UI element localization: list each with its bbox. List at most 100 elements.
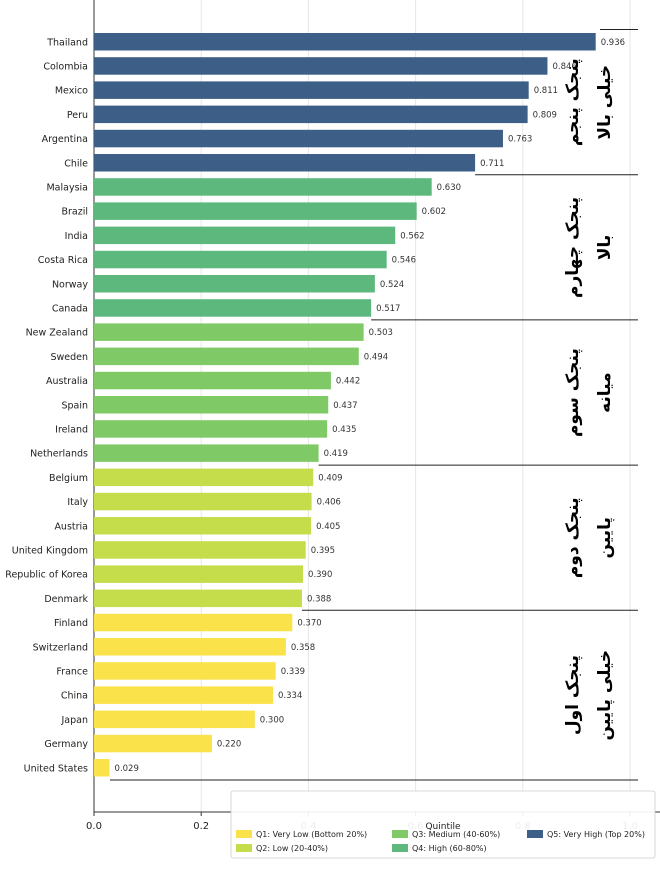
bar [94, 444, 319, 462]
quintile-annotation-line: پنجک سوم [563, 348, 583, 437]
category-label: Chile [64, 158, 88, 169]
value-label: 0.546 [392, 256, 416, 266]
category-label: Thailand [46, 37, 88, 48]
category-label: Canada [52, 303, 88, 314]
value-label: 0.405 [316, 522, 340, 532]
value-label: 0.334 [278, 691, 302, 701]
legend-box [230, 790, 656, 859]
quintile-annotation-line: پنجک دوم [563, 498, 583, 579]
bar [94, 250, 387, 269]
category-label: Australia [46, 376, 88, 387]
category-label: Spain [61, 400, 88, 411]
value-label: 0.936 [601, 38, 625, 48]
category-label: Germany [44, 739, 88, 750]
bar [94, 202, 417, 220]
quintile-annotations: پنجک پنجم خیلی بالا پنجک چهارم بالا پنجک سوم… [563, 58, 615, 740]
category-label: Brazil [61, 207, 88, 218]
value-label: 0.811 [534, 86, 558, 96]
value-label: 0.370 [297, 619, 321, 629]
bar [94, 613, 293, 632]
bar [94, 57, 548, 75]
value-label: 0.494 [364, 352, 388, 362]
legend-entry-label: Q2: Low (20-40%) [256, 844, 328, 853]
bar [94, 710, 255, 729]
bar [94, 323, 364, 341]
value-label: 0.409 [318, 473, 342, 483]
quintile-annotation-line: خیلی پایین [595, 650, 615, 741]
category-label: Austria [54, 521, 88, 532]
legend-swatch [236, 830, 252, 838]
bar [94, 129, 503, 148]
bar [94, 299, 372, 317]
value-label: 0.300 [260, 715, 284, 725]
quintile-annotation-line: پنجک چهارم [563, 197, 583, 298]
value-label: 0.562 [400, 231, 424, 241]
bar [94, 686, 274, 704]
bar [94, 371, 331, 390]
legend-swatch [236, 844, 252, 852]
bar [94, 589, 302, 608]
bar [94, 81, 529, 99]
value-label: 0.630 [437, 183, 461, 193]
bar [94, 420, 328, 438]
legend-swatch [392, 844, 408, 852]
quintile-annotation-line: میانه [595, 372, 615, 413]
quintile-annotation-line: خیلی بالا [595, 65, 615, 140]
category-label: Norway [52, 279, 88, 290]
value-label: 0.435 [332, 425, 356, 435]
category-label: Japan [61, 715, 89, 726]
category-label: Sweden [50, 352, 88, 363]
legend: Quintile Q1: Very Low (Bottom 20%) Q2: Lo… [230, 790, 656, 859]
bar [94, 226, 396, 245]
quintile-annotation-line: پنجک اول [563, 655, 583, 735]
bar [94, 492, 312, 511]
category-label: Colombia [43, 61, 88, 72]
legend-entry-label: Q4: High (60-80%) [412, 844, 487, 853]
category-label: New Zealand [26, 328, 88, 339]
value-label: 0.339 [281, 667, 305, 677]
bar [94, 178, 432, 196]
bar [94, 734, 212, 753]
category-label: India [65, 231, 88, 242]
bar [94, 759, 110, 777]
bar [94, 33, 596, 51]
value-label: 0.406 [317, 498, 341, 508]
bar [94, 638, 286, 656]
value-label: 0.220 [217, 740, 241, 750]
value-label: 0.358 [291, 643, 315, 653]
value-label: 0.390 [308, 570, 332, 580]
value-label: 0.395 [311, 546, 335, 556]
quintile-dividers [110, 29, 638, 781]
category-label: Netherlands [30, 449, 88, 460]
value-label: 0.846 [552, 62, 576, 72]
value-label: 0.442 [336, 377, 360, 387]
category-label: Malaysia [46, 182, 88, 193]
category-label: Peru [67, 110, 88, 121]
bar [94, 154, 476, 172]
value-label: 0.388 [307, 594, 331, 604]
value-label: 0.602 [422, 207, 446, 217]
x-tick-label: 0.2 [193, 821, 209, 832]
value-label: 0.517 [376, 304, 400, 314]
category-labels: Thailand Colombia Mexico Peru Argentina Chile… [5, 37, 88, 774]
category-label: Belgium [49, 473, 88, 484]
bar [94, 541, 306, 559]
category-label: France [56, 666, 88, 677]
value-label: 0.711 [480, 159, 504, 169]
category-label: United Kingdom [12, 545, 88, 556]
x-tick-label: 0.0 [86, 821, 102, 832]
bar [94, 517, 312, 535]
bar [94, 396, 329, 414]
category-label: Switzerland [33, 642, 88, 653]
category-label: Italy [67, 497, 88, 508]
bar [94, 275, 375, 293]
bar [94, 347, 359, 366]
legend-entry-label: Q5: Very High (Top 20%) [547, 830, 645, 839]
quintile-annotation-line: پنجک پنجم [563, 58, 583, 146]
value-label: 0.763 [508, 135, 532, 145]
value-label: 0.029 [115, 764, 139, 774]
category-label: Mexico [55, 86, 88, 97]
category-label: Republic of Korea [5, 570, 88, 581]
category-label: Costa Rica [38, 255, 88, 266]
